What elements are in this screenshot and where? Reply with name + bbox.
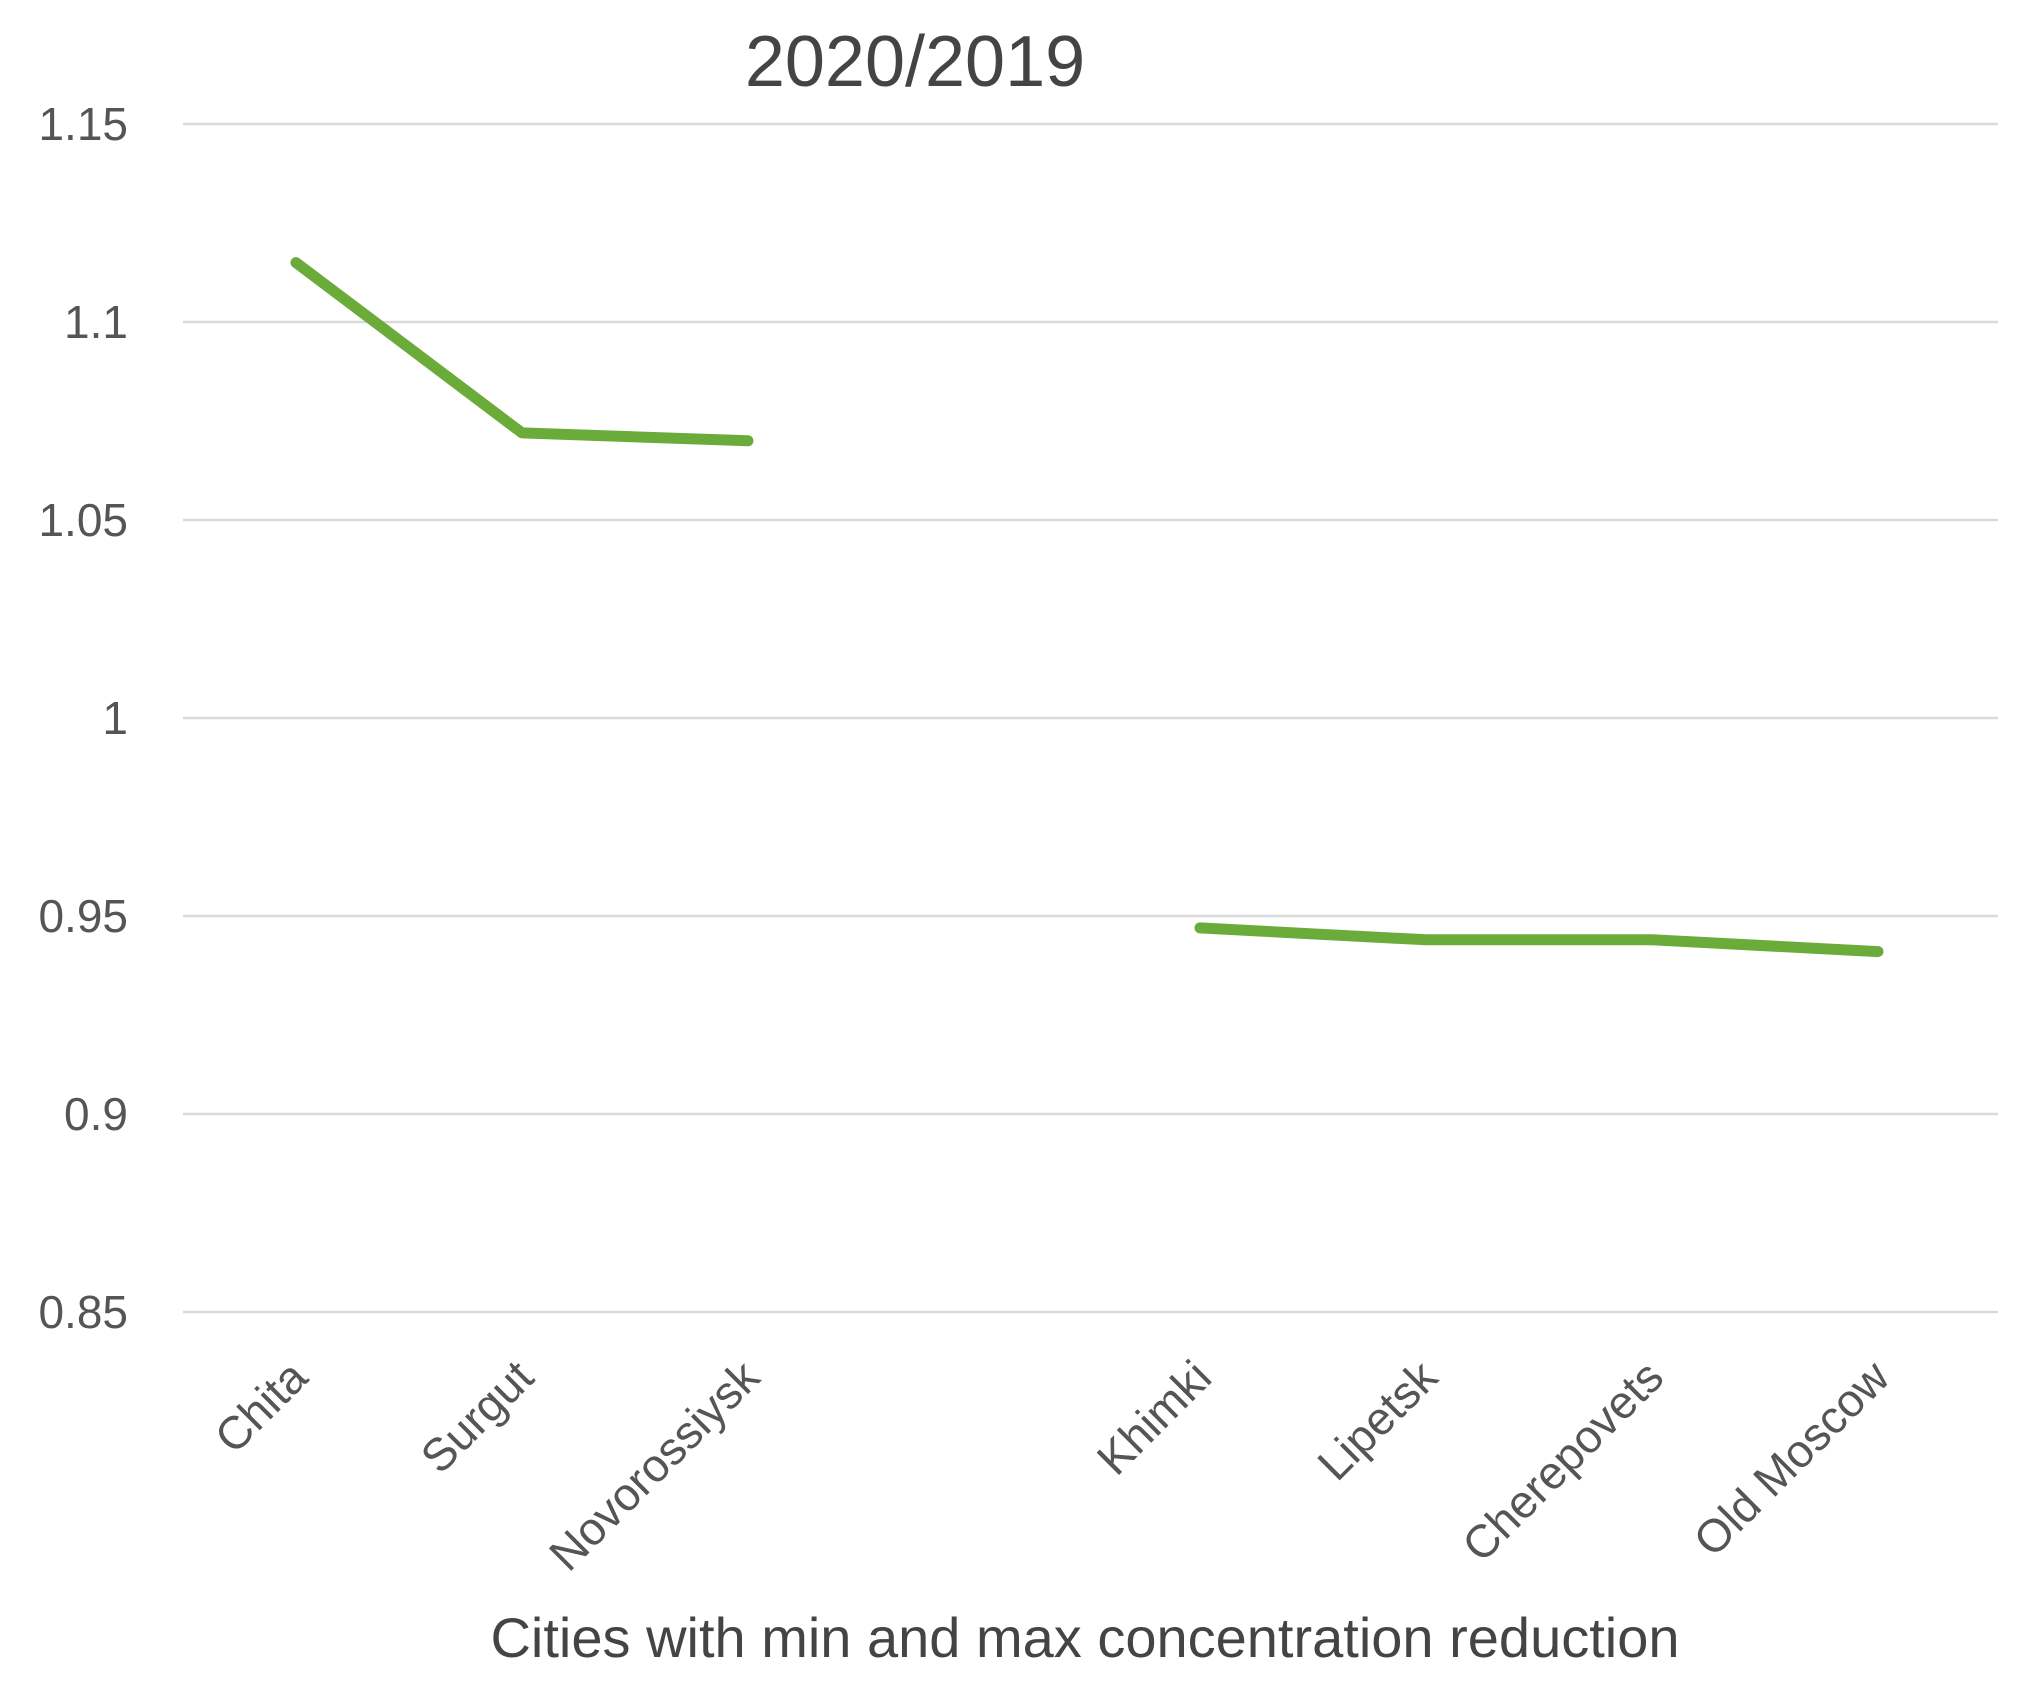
x-tick-label: Cherepovets <box>1452 1350 1673 1571</box>
y-tick-label: 0.85 <box>38 1286 128 1338</box>
x-tick-label: Novorossiysk <box>539 1350 770 1581</box>
series-line-segment <box>1194 922 1884 958</box>
series-line-segment <box>290 257 754 447</box>
x-tick-label: Lipetsk <box>1307 1350 1448 1491</box>
y-tick-label: 1.15 <box>38 98 128 150</box>
chart-title: 2020/2019 <box>745 22 1085 102</box>
y-tick-label: 0.9 <box>64 1088 128 1140</box>
y-axis-ticks: 1.15 1.1 1.05 1 0.95 0.9 0.85 <box>38 98 128 1338</box>
gridlines <box>183 122 1998 1314</box>
x-tick-label: Surgut <box>410 1350 543 1483</box>
y-tick-label: 1 <box>102 692 128 744</box>
series-lines <box>290 257 1884 958</box>
x-axis-label: Cities with min and max concentration re… <box>490 1606 1679 1669</box>
y-tick-label: 0.95 <box>38 890 128 942</box>
y-tick-label: 1.05 <box>38 494 128 546</box>
x-tick-label: Chita <box>204 1350 317 1463</box>
x-tick-label: Khimki <box>1087 1350 1221 1484</box>
y-tick-label: 1.1 <box>64 296 128 348</box>
x-tick-label: Old Moscow <box>1683 1350 1899 1566</box>
